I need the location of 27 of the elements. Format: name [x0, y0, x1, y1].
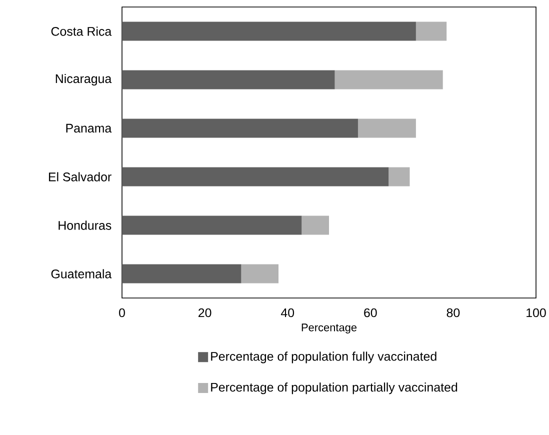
x-tick-label: 100	[526, 308, 546, 318]
bar	[122, 216, 302, 235]
bar	[241, 264, 278, 284]
bar	[122, 264, 242, 284]
y-tick-label: Nicaragua	[56, 74, 112, 86]
x-axis-title: Percentage	[302, 324, 357, 334]
bar	[358, 118, 416, 138]
bar	[122, 167, 389, 186]
legend-label: Percentage of population fully vaccinated	[211, 352, 436, 364]
y-tick-label: El Salvador	[48, 172, 112, 182]
legend-label: Percentage of population partially vaccinated	[211, 382, 458, 394]
bar	[334, 70, 443, 90]
bar	[416, 22, 447, 41]
y-tick-label: Costa Rica	[51, 26, 112, 36]
y-tick-label: Panama	[66, 124, 112, 133]
bar	[122, 22, 416, 41]
x-tick-label: 80	[446, 308, 460, 318]
bar	[302, 216, 330, 235]
bar	[122, 70, 335, 90]
x-tick-label: 20	[198, 308, 212, 318]
x-tick-label: 40	[280, 308, 294, 318]
y-tick-label: Guatemala	[51, 269, 112, 278]
bar	[122, 118, 358, 138]
x-tick-label: 0	[119, 308, 125, 318]
bar	[388, 167, 410, 186]
x-tick-label: 60	[364, 308, 377, 318]
y-tick-label: Honduras	[58, 220, 112, 230]
